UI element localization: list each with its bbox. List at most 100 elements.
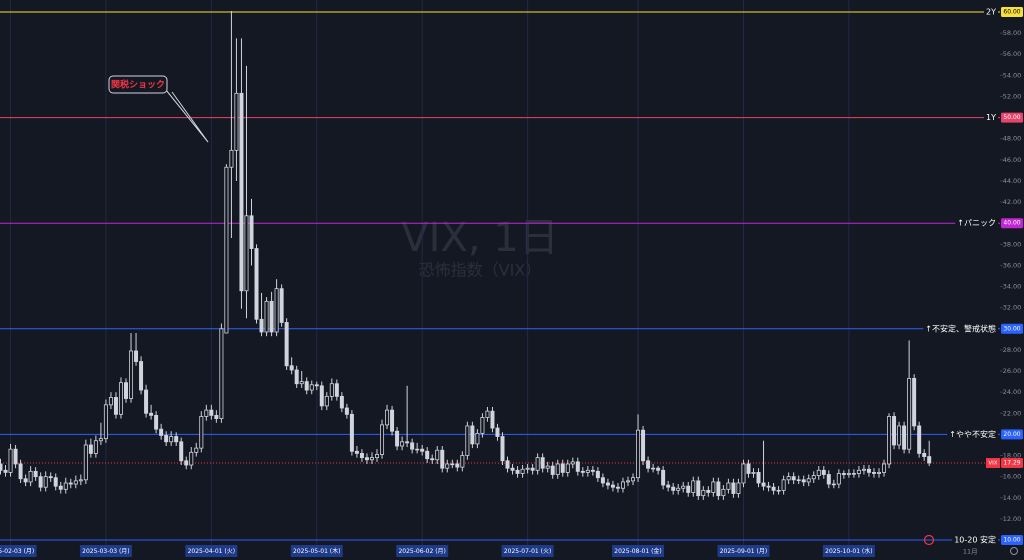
- y-tick-label: 12.00: [1003, 515, 1022, 523]
- candle-body: [731, 482, 736, 494]
- y-tick-label: 36.00: [1003, 261, 1022, 269]
- candle-body: [309, 384, 314, 391]
- candle-body: [741, 463, 746, 484]
- candle-body: [861, 468, 866, 471]
- level-name: 10-20 安定: [954, 535, 996, 545]
- x-label-box: [822, 545, 875, 557]
- candle-body: [515, 469, 520, 474]
- candle-body: [917, 425, 922, 454]
- candle-body: [289, 365, 294, 371]
- levels: 60.00 2Y 50.00 1Y 40.00 ↑パニック 30.00 ↑不安定、警戒状態 20…: [0, 6, 1023, 546]
- candle-body: [877, 472, 882, 474]
- candle-body: [144, 389, 149, 414]
- candle-body: [555, 463, 560, 475]
- candle-body: [691, 480, 696, 493]
- candle-body: [189, 451, 194, 466]
- candle-body: [440, 449, 445, 469]
- candle-body: [781, 479, 786, 491]
- candle-body: [274, 288, 279, 333]
- candle-body: [736, 482, 741, 494]
- candles: [0, 10, 932, 500]
- candle-body: [179, 441, 184, 462]
- candle-body: [651, 467, 656, 470]
- candle-body: [269, 300, 274, 333]
- last-price-box: [1001, 458, 1023, 469]
- candle-body: [927, 456, 932, 464]
- candle-body: [465, 425, 470, 456]
- y-tick-label: 14.00: [1003, 494, 1022, 502]
- candle-body: [299, 381, 304, 385]
- candle-body: [249, 215, 254, 249]
- candle-body: [500, 436, 505, 462]
- level-name: 2Y: [986, 8, 996, 17]
- candle-body: [319, 385, 324, 407]
- x-tick-label: 2025-09-01 (月): [720, 548, 767, 555]
- level-name: ↑不安定、警戒状態: [925, 323, 996, 333]
- candle-body: [154, 414, 159, 430]
- alert-icon[interactable]: [923, 534, 935, 546]
- candle-body: [676, 487, 681, 491]
- candle-body: [631, 477, 636, 482]
- candle-body: [696, 480, 701, 497]
- y-tick-label: 34.00: [1003, 283, 1022, 291]
- candle-body: [721, 488, 726, 497]
- axes: 12.00 14.00 16.00 18.00 22.00 24.00 26.00 28.00…: [0, 29, 1021, 557]
- candle-body: [600, 477, 605, 484]
- x-label-box: [717, 545, 770, 557]
- candle-body: [369, 457, 374, 461]
- candle-body: [570, 461, 575, 465]
- candle-body: [525, 467, 530, 470]
- candle-body: [425, 450, 430, 460]
- candle-body: [535, 457, 540, 471]
- y-tick-label: 26.00: [1003, 367, 1022, 375]
- x-tick-label: 2025-07-01 (火): [504, 548, 551, 555]
- candle-body: [661, 469, 666, 486]
- candle-body: [118, 382, 123, 415]
- level-price-label: 30.00: [1003, 325, 1020, 332]
- candle-body: [605, 482, 610, 486]
- candle-body: [656, 467, 661, 471]
- level-price-label: 10.00: [1003, 537, 1020, 544]
- candle-body: [590, 469, 595, 472]
- y-tick-label: 28.00: [1003, 346, 1022, 354]
- candle-body: [565, 463, 570, 473]
- candle-body: [254, 248, 259, 320]
- candle-body: [23, 478, 28, 483]
- candle-body: [610, 484, 615, 488]
- candle-body: [706, 489, 711, 493]
- callout-pointer: [165, 89, 209, 143]
- y-tick-label: 24.00: [1003, 388, 1022, 396]
- candle-body: [3, 469, 8, 473]
- level-price-label: 50.00: [1003, 114, 1020, 121]
- candle-body: [264, 300, 269, 333]
- level-name: 1Y: [986, 113, 996, 122]
- candle-body: [73, 480, 78, 485]
- callout-text: 関税ショック: [111, 79, 165, 91]
- candle-body: [922, 453, 927, 457]
- candle-body: [806, 478, 811, 483]
- x-tick-label: 2025-03-03 (月): [82, 548, 129, 555]
- candle-body: [209, 409, 214, 416]
- watermark-subtitle: 恐怖指数（VIX）: [419, 261, 542, 280]
- level-name: ↑やや不安定: [949, 429, 996, 439]
- x-tick-label: 2025-04-01 (火): [188, 548, 235, 555]
- level-price-label: 20.00: [1003, 431, 1020, 438]
- settings-icon[interactable]: [1010, 547, 1018, 555]
- candle-body: [329, 383, 334, 397]
- y-tick-label: 42.00: [1003, 198, 1022, 206]
- candle-body: [831, 483, 836, 486]
- candle-body: [259, 318, 264, 333]
- candle-body: [671, 486, 676, 491]
- candle-body: [415, 448, 420, 451]
- level-name-bg: [952, 534, 998, 546]
- level-name-bg: [984, 6, 998, 18]
- candle-body: [641, 429, 646, 462]
- candle-body: [701, 489, 706, 497]
- candle-body: [686, 485, 691, 493]
- candle-body: [851, 473, 856, 475]
- x-tick-label: 2025-05-01 (木): [293, 547, 340, 555]
- x-tick-label: 2025-08-01 (金): [614, 547, 661, 555]
- y-tick-label: 48.00: [1003, 135, 1022, 143]
- candle-body: [359, 453, 364, 459]
- x-label-box: [79, 545, 132, 557]
